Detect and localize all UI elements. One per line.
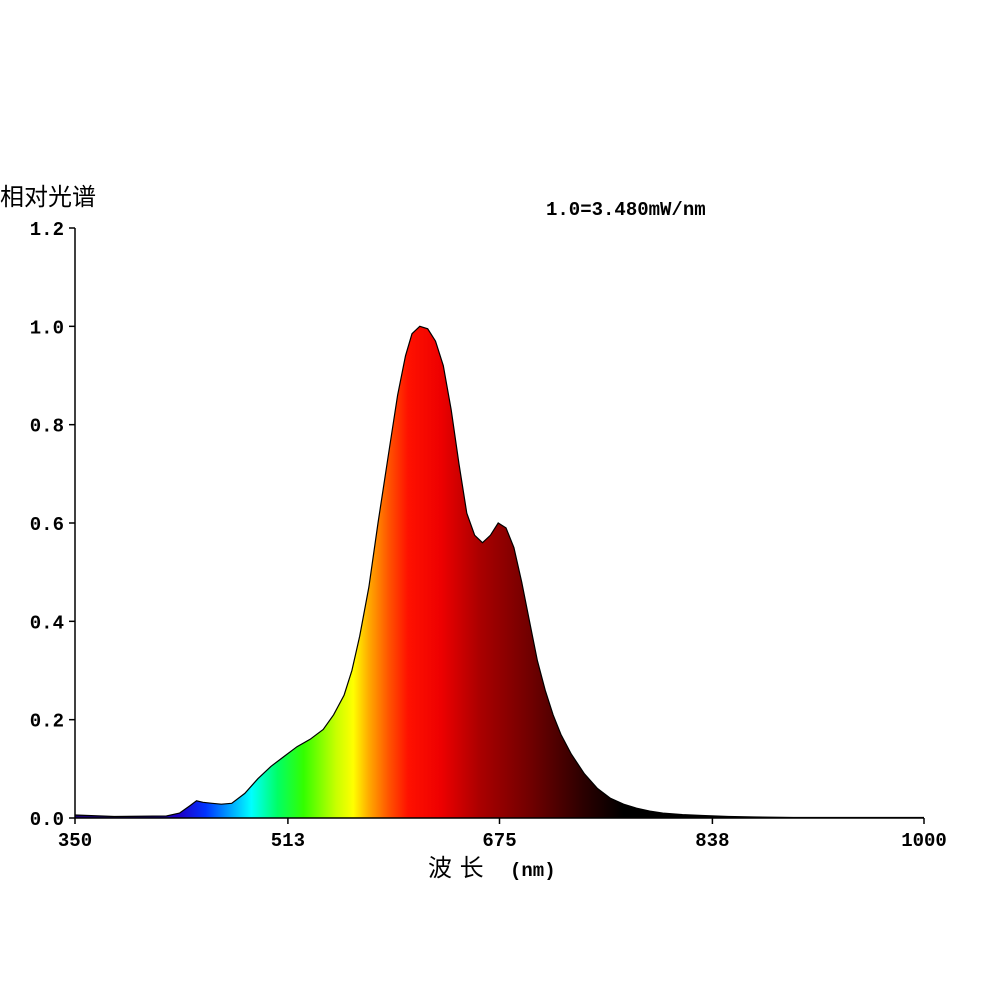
- y-tick-label: 0.8: [30, 416, 64, 438]
- x-axis-ticks: 350 513 675 838 1000: [58, 818, 947, 852]
- spectrum-area-series-0: [75, 326, 924, 818]
- scale-annotation: 1.0=3.480mW/nm: [546, 199, 706, 221]
- x-tick-label: 838: [695, 830, 729, 852]
- x-tick-label: 513: [271, 830, 305, 852]
- y-tick-label: 1.2: [30, 219, 64, 241]
- y-tick-label: 0.6: [30, 514, 64, 536]
- y-tick-label: 0.0: [30, 809, 64, 831]
- x-tick-label: 675: [482, 830, 516, 852]
- x-tick-label: 350: [58, 830, 92, 852]
- y-axis-ticks: 0.0 0.2 0.4 0.6 0.8 1.0 1.2: [30, 219, 75, 831]
- x-axis-label: 波 长: [428, 854, 484, 882]
- y-tick-label: 0.4: [30, 612, 64, 634]
- plot-area: [74, 325, 924, 819]
- x-tick-label: 1000: [901, 830, 947, 852]
- x-axis-unit: (nm): [510, 860, 556, 882]
- y-axis-label: 相对光谱: [0, 183, 96, 211]
- y-tick-label: 0.2: [30, 711, 64, 733]
- spectrum-outline-series-0: [74, 325, 924, 819]
- y-tick-label: 1.0: [30, 317, 64, 339]
